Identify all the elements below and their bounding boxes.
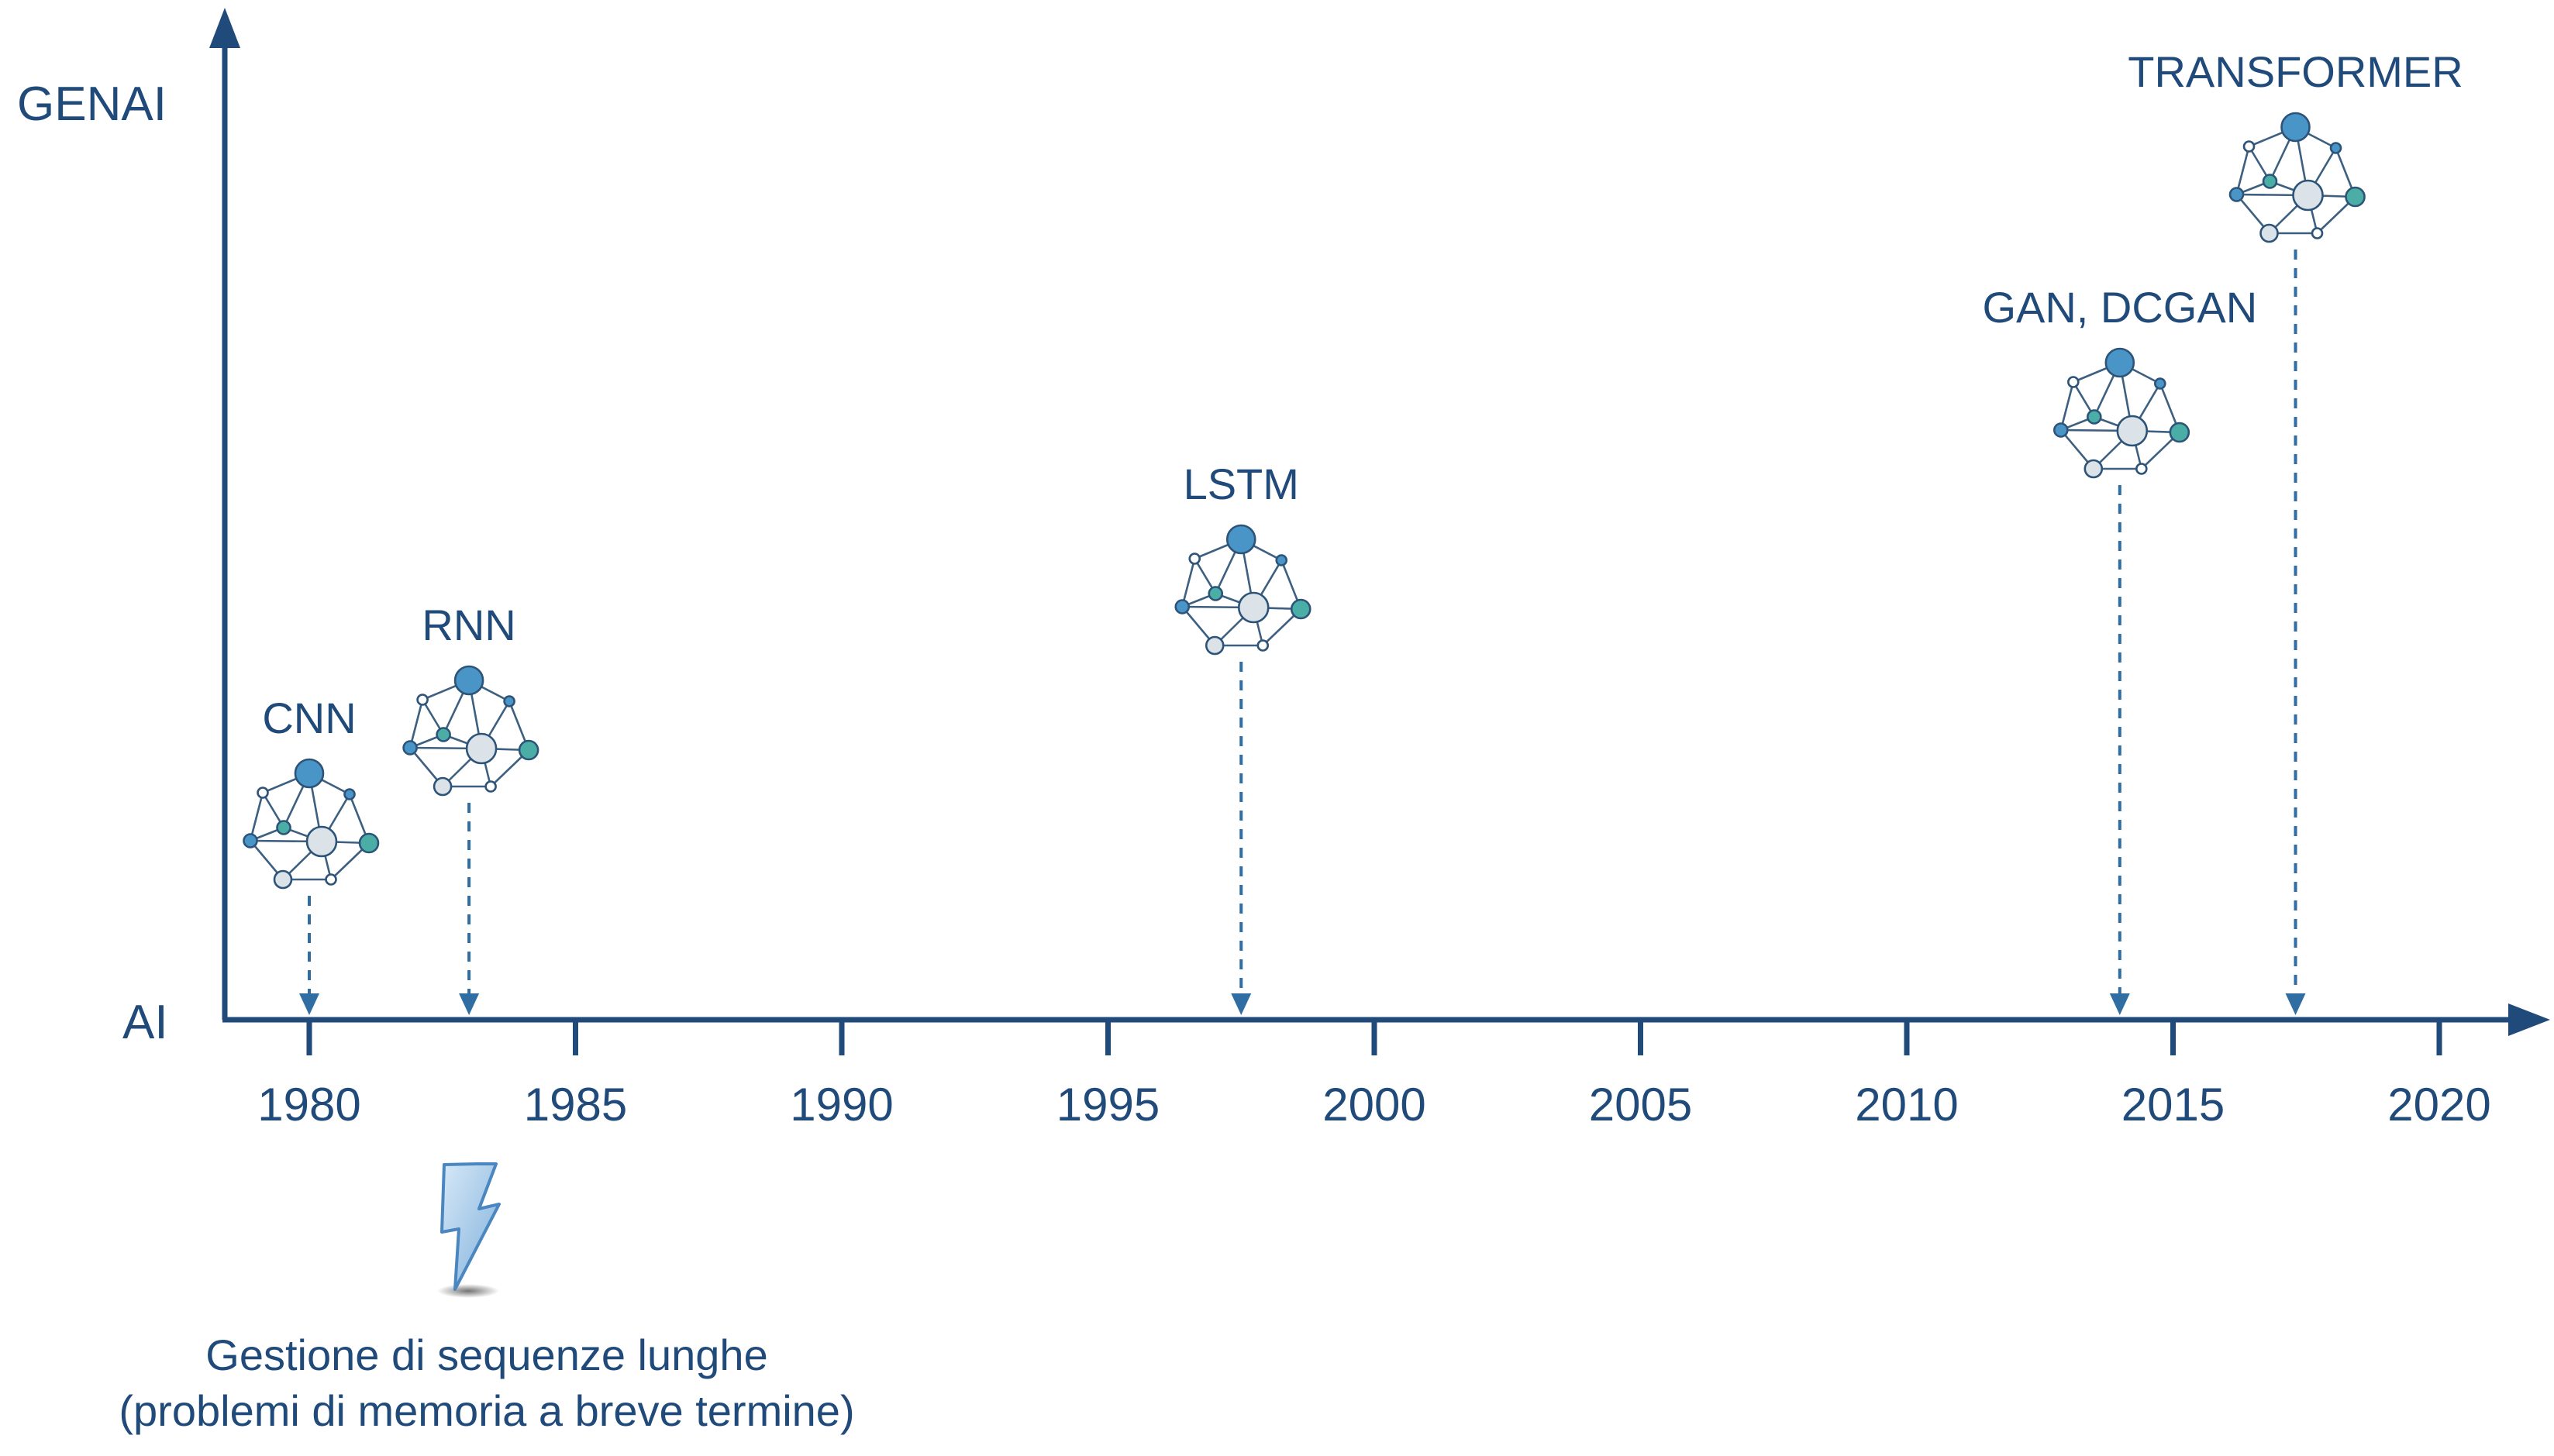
lightning-shadow: [437, 1284, 499, 1298]
x-tick-label: 2020: [2387, 1079, 2490, 1131]
x-tick-label: 1985: [524, 1079, 627, 1131]
connector-arrow: [2285, 993, 2306, 1015]
network-node: [2053, 422, 2069, 438]
model-markers: CNN RNN LSTM GAN, DCGAN TRANSFORMER: [243, 47, 2463, 1015]
network-node: [1256, 639, 1270, 652]
connector-arrow: [299, 993, 319, 1015]
neural-network-icon: [2053, 347, 2190, 479]
network-node: [2084, 459, 2104, 479]
network-node: [433, 776, 453, 797]
network-node: [257, 787, 269, 799]
network-node: [503, 695, 515, 707]
network-node: [2116, 415, 2149, 447]
network-node: [402, 740, 418, 756]
network-node: [2280, 112, 2311, 143]
network-node: [2104, 347, 2135, 378]
network-node: [453, 665, 484, 696]
connector-arrow: [1231, 993, 1252, 1015]
model-label: RNN: [422, 601, 515, 649]
neural-network-icon: [243, 758, 380, 890]
network-node: [1174, 599, 1191, 614]
network-node: [2311, 227, 2324, 239]
network-node: [1188, 552, 1201, 565]
x-tick-label: 1995: [1056, 1079, 1160, 1131]
network-node: [294, 758, 325, 789]
y-axis-arrow: [209, 8, 240, 48]
network-edge: [408, 699, 424, 749]
model-marker: RNN: [402, 601, 539, 1015]
network-node: [2242, 140, 2256, 153]
model-marker: GAN, DCGAN: [1982, 283, 2257, 1015]
network-node: [1275, 554, 1288, 566]
neural-network-icon: [402, 665, 539, 797]
network-node: [1208, 586, 1224, 601]
y-axis-bottom-label: AI: [122, 996, 168, 1049]
model-marker: CNN: [243, 694, 380, 1015]
axes: [209, 8, 2550, 1036]
network-node: [358, 832, 380, 854]
model-label: TRANSFORMER: [2128, 47, 2463, 96]
network-node: [465, 732, 498, 765]
note-group: Gestione di sequenze lunghe (problemi di…: [119, 1162, 855, 1435]
note-line-1: Gestione di sequenze lunghe: [205, 1330, 767, 1379]
x-axis-arrow: [2508, 1003, 2550, 1036]
network-node: [2135, 463, 2148, 475]
network-node: [2228, 187, 2245, 202]
network-node: [1205, 635, 1225, 656]
x-tick-label: 2005: [1589, 1079, 1692, 1131]
x-tick-label: 2015: [2121, 1079, 2225, 1131]
network-node: [2169, 422, 2190, 443]
model-label: LSTM: [1184, 460, 1299, 508]
model-marker: TRANSFORMER: [2128, 47, 2463, 1015]
x-axis-ticks: 1980 1985 1990 1995 2000 2005 2010 2015 2020: [257, 1020, 2491, 1131]
x-tick-label: 1980: [257, 1079, 360, 1131]
x-tick-label: 2000: [1322, 1079, 1425, 1131]
network-node: [2259, 223, 2279, 243]
neural-network-icon: [2228, 112, 2366, 243]
connector-arrow: [459, 993, 480, 1015]
model-marker: LSTM: [1174, 460, 1311, 1015]
network-node: [325, 873, 337, 886]
network-edge: [2059, 381, 2075, 431]
network-node: [276, 820, 291, 835]
network-node: [343, 788, 356, 800]
network-node: [1237, 591, 1270, 624]
network-node: [1290, 598, 1311, 620]
x-tick-label: 1990: [790, 1079, 893, 1131]
network-node: [243, 833, 258, 848]
y-axis-top-label: GENAI: [17, 77, 167, 131]
network-node: [2329, 142, 2342, 154]
model-label: GAN, DCGAN: [1982, 283, 2257, 332]
network-node: [2087, 409, 2102, 425]
note-line-2: (problemi di memoria a breve termine): [119, 1386, 854, 1435]
network-node: [2262, 174, 2278, 189]
network-edge: [1180, 558, 1196, 608]
network-node: [273, 869, 293, 890]
network-node: [2154, 377, 2166, 390]
network-node: [518, 739, 539, 761]
x-tick-label: 2010: [1855, 1079, 1958, 1131]
connector-arrow: [2109, 993, 2130, 1015]
network-node: [305, 825, 338, 858]
network-edge: [2235, 146, 2250, 195]
network-node: [1225, 524, 1256, 555]
model-label: CNN: [262, 694, 356, 742]
network-node: [484, 780, 497, 793]
network-node: [2292, 179, 2324, 212]
network-node: [436, 727, 451, 742]
network-node: [2345, 186, 2366, 208]
lightning-icon: [440, 1162, 501, 1291]
network-node: [416, 694, 429, 706]
neural-network-icon: [1174, 524, 1311, 656]
network-edge: [249, 792, 264, 842]
network-node: [2067, 376, 2080, 388]
